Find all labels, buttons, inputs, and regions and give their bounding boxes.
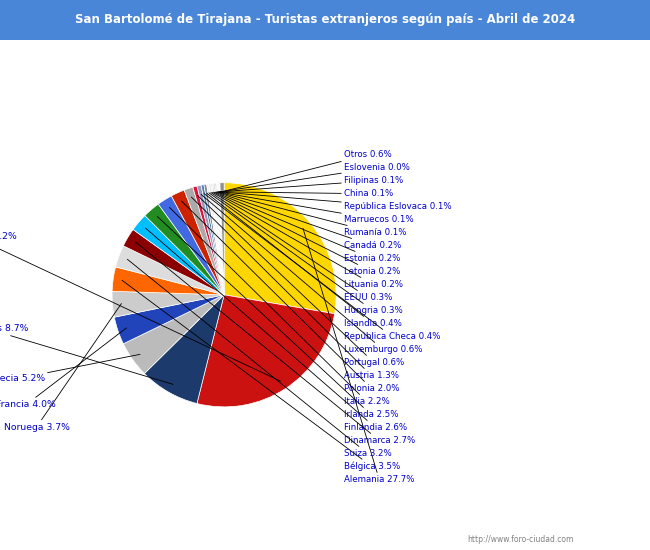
Wedge shape	[116, 246, 224, 295]
Wedge shape	[133, 216, 224, 295]
Wedge shape	[145, 204, 224, 295]
Text: Francia 4.0%: Francia 4.0%	[0, 328, 127, 409]
Text: San Bartolomé de Tirajana - Turistas extranjeros según país - Abril de 2024: San Bartolomé de Tirajana - Turistas ext…	[75, 13, 575, 26]
Wedge shape	[172, 190, 224, 295]
Text: Italia 2.2%: Italia 2.2%	[170, 207, 390, 406]
Wedge shape	[219, 183, 224, 295]
Text: Portugal 0.6%: Portugal 0.6%	[197, 195, 404, 367]
Wedge shape	[209, 184, 224, 295]
Wedge shape	[112, 292, 224, 317]
Wedge shape	[215, 183, 224, 295]
Text: Islandia 0.4%: Islandia 0.4%	[207, 193, 402, 328]
Wedge shape	[201, 185, 224, 295]
Wedge shape	[204, 184, 224, 295]
Text: China 0.1%: China 0.1%	[219, 189, 393, 198]
Wedge shape	[207, 184, 224, 295]
Wedge shape	[220, 183, 224, 295]
Wedge shape	[144, 295, 224, 404]
Wedge shape	[218, 183, 224, 295]
Text: Letonia 0.2%: Letonia 0.2%	[214, 192, 400, 276]
Wedge shape	[193, 186, 224, 295]
Text: Filipinas 0.1%: Filipinas 0.1%	[220, 176, 403, 192]
Wedge shape	[220, 183, 224, 295]
Text: Hungria 0.3%: Hungria 0.3%	[209, 193, 403, 315]
Wedge shape	[197, 185, 224, 295]
Wedge shape	[214, 183, 224, 295]
Text: Reino Unido 26.2%: Reino Unido 26.2%	[0, 232, 280, 381]
Text: Canadá 0.2%: Canadá 0.2%	[216, 192, 402, 250]
Wedge shape	[114, 295, 224, 344]
Text: Finlandia 2.6%: Finlandia 2.6%	[146, 228, 407, 432]
Text: Rumanía 0.1%: Rumanía 0.1%	[217, 192, 406, 237]
Text: República Checa 0.4%: República Checa 0.4%	[204, 194, 441, 341]
Text: Irlanda 2.5%: Irlanda 2.5%	[157, 216, 398, 419]
Text: Otros 0.6%: Otros 0.6%	[222, 150, 392, 192]
Wedge shape	[217, 183, 224, 295]
Text: Lituania 0.2%: Lituania 0.2%	[213, 192, 403, 289]
Text: Países Bajos 8.7%: Países Bajos 8.7%	[0, 324, 173, 384]
Text: EEUU 0.3%: EEUU 0.3%	[211, 192, 393, 302]
Wedge shape	[184, 187, 224, 295]
Text: Noruega 3.7%: Noruega 3.7%	[4, 304, 122, 432]
Wedge shape	[124, 295, 224, 373]
Text: Luxemburgo 0.6%: Luxemburgo 0.6%	[201, 194, 422, 354]
Wedge shape	[197, 295, 335, 407]
Text: Austria 1.3%: Austria 1.3%	[191, 197, 399, 380]
Wedge shape	[112, 267, 224, 295]
Wedge shape	[212, 183, 224, 295]
Text: Alemania 27.7%: Alemania 27.7%	[303, 228, 415, 484]
Text: Dinamarca 2.7%: Dinamarca 2.7%	[136, 242, 415, 445]
Text: Suecia 5.2%: Suecia 5.2%	[0, 354, 140, 383]
Text: Estonia 0.2%: Estonia 0.2%	[215, 192, 400, 263]
Wedge shape	[224, 183, 336, 314]
Wedge shape	[211, 183, 224, 295]
Wedge shape	[158, 196, 224, 295]
Text: Marruecos 0.1%: Marruecos 0.1%	[218, 192, 413, 224]
Wedge shape	[218, 183, 224, 295]
Wedge shape	[124, 229, 224, 295]
Text: República Eslovaca 0.1%: República Eslovaca 0.1%	[218, 192, 452, 211]
Text: Bélgica 3.5%: Bélgica 3.5%	[122, 280, 400, 471]
Text: Suiza 3.2%: Suiza 3.2%	[127, 259, 392, 458]
Text: Eslovenia 0.0%: Eslovenia 0.0%	[220, 163, 410, 192]
Wedge shape	[216, 183, 224, 295]
Text: Polonia 2.0%: Polonia 2.0%	[181, 201, 400, 393]
Text: http://www.foro-ciudad.com: http://www.foro-ciudad.com	[467, 535, 573, 544]
